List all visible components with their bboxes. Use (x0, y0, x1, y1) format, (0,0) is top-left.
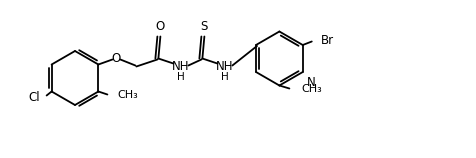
Text: N: N (307, 76, 316, 89)
Text: H: H (220, 73, 228, 82)
Text: S: S (201, 21, 208, 33)
Text: CH₃: CH₃ (118, 91, 138, 100)
Text: H: H (177, 73, 184, 82)
Text: NH: NH (172, 60, 189, 73)
Text: O: O (156, 21, 165, 33)
Text: Cl: Cl (28, 91, 40, 104)
Text: Br: Br (321, 34, 334, 48)
Text: NH: NH (216, 60, 233, 73)
Text: O: O (112, 52, 121, 65)
Text: CH₃: CH₃ (301, 85, 322, 94)
